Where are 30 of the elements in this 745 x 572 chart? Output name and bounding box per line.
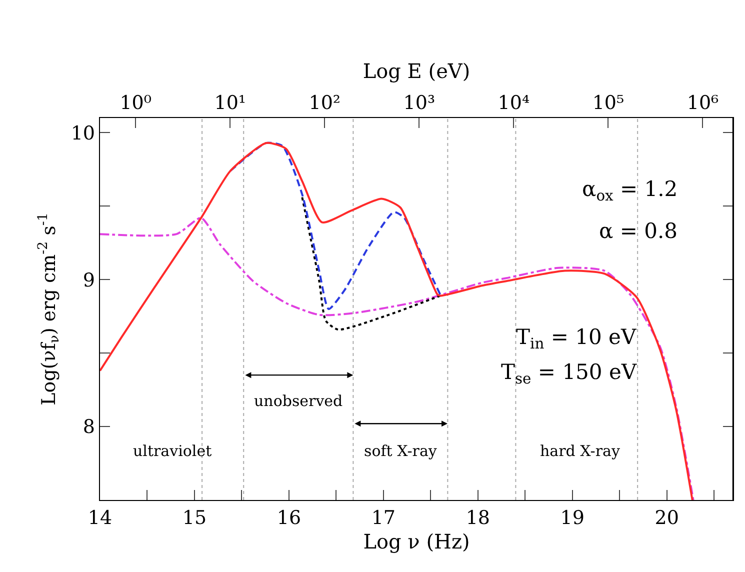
annotation: ultraviolet (133, 442, 212, 460)
y-tick-label: 9 (82, 269, 95, 292)
x2-tick-label: 10² (308, 92, 341, 114)
line-series (301, 196, 442, 331)
x2-tick-label: 10¹ (214, 92, 246, 114)
line-series (100, 142, 694, 500)
annotation: hard X-ray (540, 442, 620, 460)
y-tick-label: 10 (70, 122, 95, 144)
x-tick-label: 19 (560, 507, 584, 529)
x2-tick-label: 10⁴ (498, 92, 530, 114)
x2-axis-title: Log E (eV) (362, 58, 470, 83)
annotation: α = 0.8 (599, 219, 678, 243)
x-axis-title: Log ν (Hz) (363, 529, 470, 554)
annotation: α$_{ox}$ = 1.2 (582, 177, 678, 204)
x-tick-label: 17 (371, 507, 396, 529)
annotation: T$_{se}$ = 150 eV (501, 360, 638, 388)
x2-tick-label: 10⁰ (120, 92, 152, 114)
annotation: soft X-ray (364, 442, 438, 460)
annotation: unobserved (254, 392, 344, 410)
y-tick-label: 8 (82, 416, 95, 438)
x-tick-label: 16 (276, 507, 302, 529)
x2-tick-label: 10⁵ (592, 92, 624, 114)
x2-tick-label: 10⁶ (686, 92, 720, 114)
line-series (100, 216, 694, 500)
x-tick-label: 20 (654, 507, 679, 529)
x-tick-label: 18 (466, 507, 490, 529)
x-tick-label: 14 (88, 507, 112, 529)
x2-tick-label: 10³ (403, 92, 436, 114)
x-tick-label: 15 (182, 507, 207, 529)
annotation: T$_{in}$ = 10 eV (516, 325, 637, 352)
